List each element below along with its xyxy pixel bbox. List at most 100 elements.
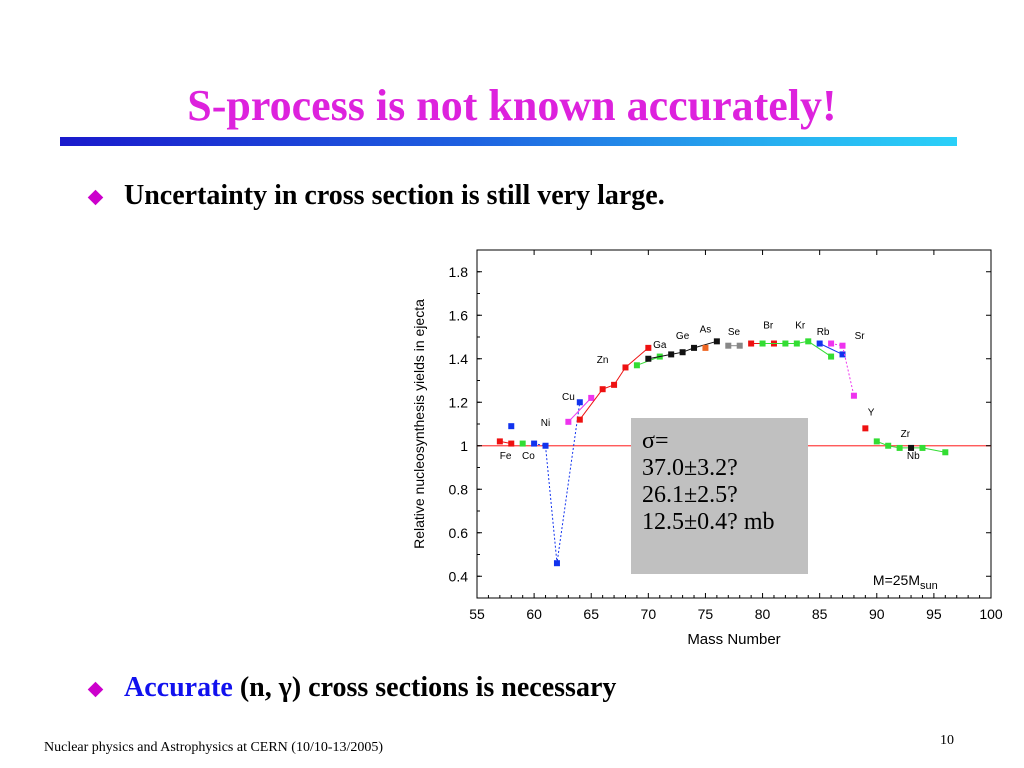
series-line-sr bbox=[831, 343, 855, 396]
bullet-text: Uncertainty in cross section is still ve… bbox=[124, 180, 665, 211]
data-point-ni bbox=[576, 399, 583, 406]
data-point-sr bbox=[828, 340, 835, 347]
bullet-text-rest: (n, γ) cross sections is necessary bbox=[232, 672, 617, 703]
element-label: Zr bbox=[901, 429, 911, 440]
x-tick-label: 80 bbox=[755, 606, 771, 622]
data-point-ge bbox=[713, 338, 720, 345]
element-label: Ga bbox=[653, 340, 667, 351]
data-point-zr bbox=[942, 449, 949, 456]
element-label: As bbox=[700, 325, 712, 336]
sigma-value-2: 26.1±2.5? bbox=[642, 482, 738, 508]
data-point-co bbox=[519, 440, 526, 447]
element-label: Co bbox=[522, 451, 535, 462]
title-underline-bar bbox=[60, 137, 957, 146]
element-label: Nb bbox=[907, 451, 920, 462]
series-line-ni bbox=[534, 402, 581, 564]
data-point-cu bbox=[588, 394, 595, 401]
x-tick-label: 75 bbox=[698, 606, 714, 622]
data-point-zr bbox=[919, 444, 926, 451]
data-point-kr bbox=[828, 353, 835, 360]
data-point-sr bbox=[839, 342, 846, 349]
footer-text: Nuclear physics and Astrophysics at CERN… bbox=[44, 740, 384, 755]
element-label: Rb bbox=[817, 327, 830, 338]
sigma-value-1: 37.0±3.2? bbox=[642, 455, 738, 481]
data-point-ge bbox=[668, 351, 675, 358]
y-tick-label: 0.4 bbox=[449, 568, 469, 584]
x-tick-label: 100 bbox=[979, 606, 1003, 622]
diamond-bullet-icon bbox=[87, 189, 104, 205]
data-point-ni bbox=[531, 440, 538, 447]
bullet-uncertainty: Uncertainty in cross section is still ve… bbox=[87, 180, 665, 212]
data-point-ni bbox=[542, 442, 549, 449]
data-point-fe bbox=[496, 438, 503, 445]
data-point-kr bbox=[805, 338, 812, 345]
x-axis-label: Mass Number bbox=[687, 631, 780, 648]
slide-title: S-process is not known accurately! bbox=[187, 81, 837, 130]
data-point-kr bbox=[759, 340, 766, 347]
x-tick-label: 65 bbox=[583, 606, 599, 622]
data-point-se bbox=[725, 342, 732, 349]
bullet-text: Accurate (n, γ) cross sections is necess… bbox=[124, 672, 616, 704]
element-label: Zn bbox=[597, 355, 609, 366]
x-tick-label: 95 bbox=[926, 606, 942, 622]
element-label: Sr bbox=[855, 331, 866, 342]
sigma-value-3: 12.5±0.4? mb bbox=[642, 509, 775, 535]
element-label: Y bbox=[868, 407, 875, 418]
y-tick-label: 1.4 bbox=[449, 351, 469, 367]
data-point-zr bbox=[873, 438, 880, 445]
element-label: Se bbox=[728, 327, 741, 338]
element-label: Ni bbox=[541, 418, 550, 429]
y-tick-label: 1.2 bbox=[449, 394, 469, 410]
data-point-y bbox=[862, 425, 869, 432]
y-tick-label: 1.6 bbox=[449, 307, 469, 323]
x-tick-label: 85 bbox=[812, 606, 828, 622]
page-number: 10 bbox=[940, 733, 954, 748]
data-point-as bbox=[702, 344, 709, 351]
y-tick-label: 0.8 bbox=[449, 481, 469, 497]
data-point-zn bbox=[599, 386, 606, 393]
bullet-accurate: Accurate (n, γ) cross sections is necess… bbox=[87, 672, 616, 704]
element-label: Cu bbox=[562, 392, 575, 403]
y-tick-label: 0.6 bbox=[449, 525, 469, 541]
mass-annotation-subscript: sun bbox=[920, 580, 938, 592]
accent-word: Accurate bbox=[124, 672, 233, 703]
series-line-cu bbox=[568, 397, 592, 423]
data-point-ge bbox=[645, 355, 652, 362]
data-point-zn bbox=[576, 416, 583, 423]
data-point-zn bbox=[622, 364, 629, 371]
data-point-zr bbox=[896, 444, 903, 451]
data-point-se bbox=[736, 342, 743, 349]
data-point-zn bbox=[645, 344, 652, 351]
data-point-ni bbox=[553, 560, 560, 567]
series-line-rb bbox=[819, 343, 843, 355]
diamond-bullet-icon bbox=[87, 681, 104, 697]
x-tick-label: 60 bbox=[526, 606, 542, 622]
y-tick-label: 1 bbox=[460, 438, 468, 454]
data-point-cu bbox=[565, 418, 572, 425]
element-label: Br bbox=[763, 320, 774, 331]
sigma-label: σ= bbox=[642, 428, 669, 454]
cross-section-box: σ= 37.0±3.2? 26.1±2.5? 12.5±0.4? mb bbox=[631, 418, 808, 574]
data-point-ge bbox=[691, 344, 698, 351]
element-label: Fe bbox=[500, 451, 512, 462]
data-point-rb bbox=[816, 340, 823, 347]
x-tick-label: 55 bbox=[469, 606, 485, 622]
data-point-nb bbox=[908, 444, 915, 451]
data-point-ge bbox=[679, 349, 686, 356]
data-point-zn bbox=[611, 381, 618, 388]
data-point-kr bbox=[782, 340, 789, 347]
data-point-ga bbox=[633, 362, 640, 369]
mass-annotation-main: M=25M bbox=[873, 572, 920, 588]
data-point-rb bbox=[839, 351, 846, 358]
data-point-fe bbox=[508, 440, 515, 447]
data-point-kr bbox=[793, 340, 800, 347]
element-label: Kr bbox=[795, 320, 806, 331]
data-point-co bbox=[508, 423, 515, 430]
element-label: Ge bbox=[676, 331, 690, 342]
mass-annotation: M=25Msun bbox=[873, 572, 938, 592]
y-tick-label: 1.8 bbox=[449, 264, 469, 280]
x-tick-label: 70 bbox=[641, 606, 657, 622]
data-point-br bbox=[748, 340, 755, 347]
data-point-zr bbox=[885, 442, 892, 449]
y-axis-label: Relative nucleosynthesis yields in eject… bbox=[411, 299, 427, 549]
